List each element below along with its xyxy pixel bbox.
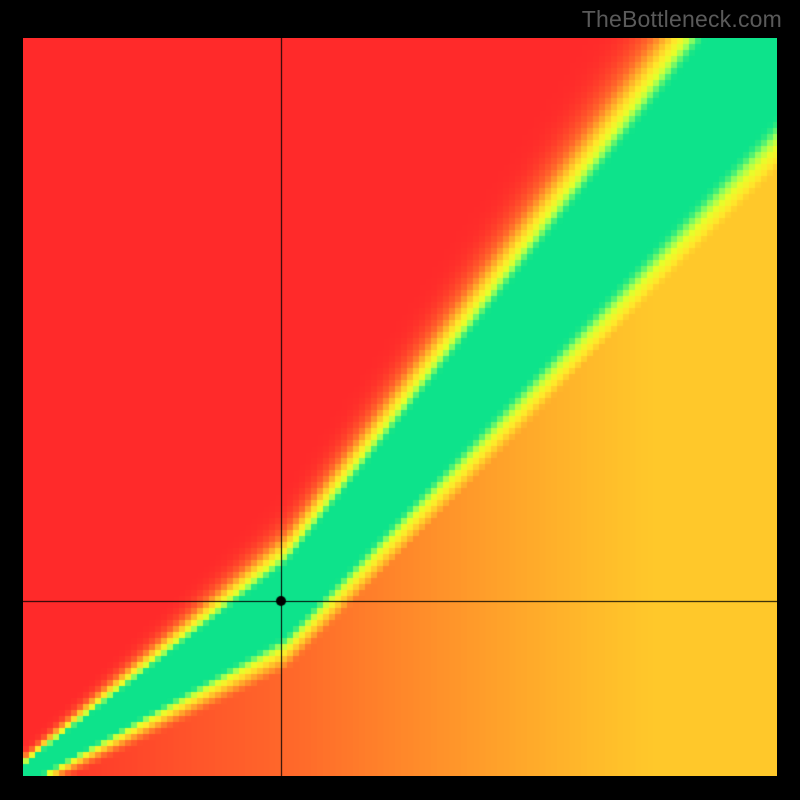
bottleneck-heatmap: [23, 38, 777, 776]
heatmap-canvas: [23, 38, 777, 776]
watermark-text: TheBottleneck.com: [582, 6, 782, 33]
